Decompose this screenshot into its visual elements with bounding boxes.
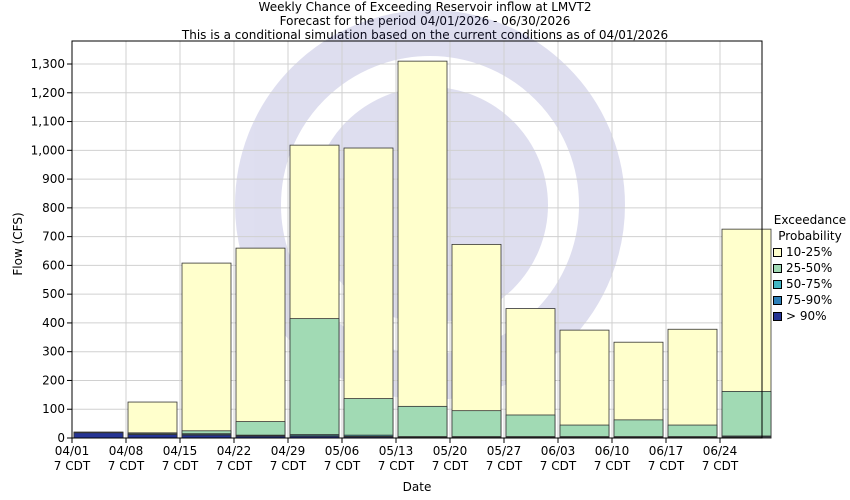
y-tick-label: 1,300 [31,57,65,71]
x-tick-label: 04/22 7 CDT [216,444,253,473]
legend-label: 25-50% [786,261,833,275]
x-tick-label: 05/20 7 CDT [432,444,469,473]
y-tick-label: 0 [57,431,65,445]
x-axis-label: Date [403,480,432,494]
bar [127,434,178,439]
bar [559,329,610,439]
y-tick-label: 1,000 [31,143,65,157]
chart-title: Weekly Chance of Exceeding Reservoir inf… [258,0,592,14]
chart-subtitle: Forecast for the period 04/01/2026 - 06/… [279,14,571,28]
legend-item: > 90% [773,308,850,324]
x-tick-label: 05/27 7 CDT [486,444,523,473]
legend-swatch [773,247,782,257]
x-tick-label: 04/29 7 CDT [270,444,307,473]
legend-swatch [773,295,782,305]
bar [451,410,502,439]
y-tick-label: 800 [42,201,65,215]
y-tick-label: 1,200 [31,86,65,100]
bar [397,60,448,439]
y-tick-label: 500 [42,287,65,301]
bar [73,432,124,439]
bar [613,419,664,439]
y-tick-label: 300 [42,345,65,359]
bar [181,262,232,439]
bar [559,424,610,439]
x-tick-label: 06/03 7 CDT [540,444,577,473]
y-tick-label: 600 [42,258,65,272]
y-tick-label: 200 [42,373,65,387]
x-tick-label: 06/17 7 CDT [648,444,685,473]
x-tick-label: 05/13 7 CDT [378,444,415,473]
x-tick-label: 06/24 7 CDT [702,444,739,473]
bar [289,318,340,439]
legend-item: 25-50% [773,260,850,276]
chart-subtitle-2: This is a conditional simulation based o… [181,28,669,42]
legend-title-line: Probability [778,229,842,243]
legend-label: 75-90% [786,293,833,307]
y-ticks: 0 100 200 300 400 500 600 700 800 900 1,000 1,100 1,… [31,57,72,445]
legend-label: > 90% [786,309,827,323]
bar [505,414,556,439]
bar [343,398,394,439]
legend-item: 75-90% [773,292,850,308]
x-tick-label: 04/01 7 CDT [54,444,91,473]
bars [73,60,772,439]
x-tick-label: 04/08 7 CDT [108,444,145,473]
bar [667,328,718,439]
bar [235,247,286,439]
bar [397,405,448,439]
plot-frame [71,40,763,439]
legend-title-line: Exceedance [773,213,847,227]
y-tick-label: 1,100 [31,115,65,129]
legend-label: 50-75% [786,277,833,291]
y-tick-label: 900 [42,172,65,186]
legend-swatch [773,279,782,289]
legend-label: 10-25% [786,245,833,259]
legend-swatch [773,311,782,321]
x-tick-label: 04/15 7 CDT [162,444,199,473]
x-tick-label: 05/06 7 CDT [324,444,361,473]
bar [667,424,718,439]
legend: Exceedance Probability 10-25% 25-50% 50-75… [770,212,850,324]
bar [451,243,502,439]
bar [721,390,772,439]
y-tick-label: 100 [42,402,65,416]
x-ticks: 04/01 7 CDT 04/08 7 CDT 04/15 7 CDT 04/22 7 CDT… [54,438,739,473]
bar [343,147,394,439]
y-tick-label: 700 [42,230,65,244]
legend-title: Exceedance Probability [770,212,850,244]
legend-swatch [773,263,782,273]
y-axis-label: Flow (CFS) [11,212,25,275]
legend-item: 50-75% [773,276,850,292]
y-tick-label: 400 [42,316,65,330]
x-tick-label: 06/10 7 CDT [594,444,631,473]
axes [71,40,763,439]
legend-item: 10-25% [773,244,850,260]
